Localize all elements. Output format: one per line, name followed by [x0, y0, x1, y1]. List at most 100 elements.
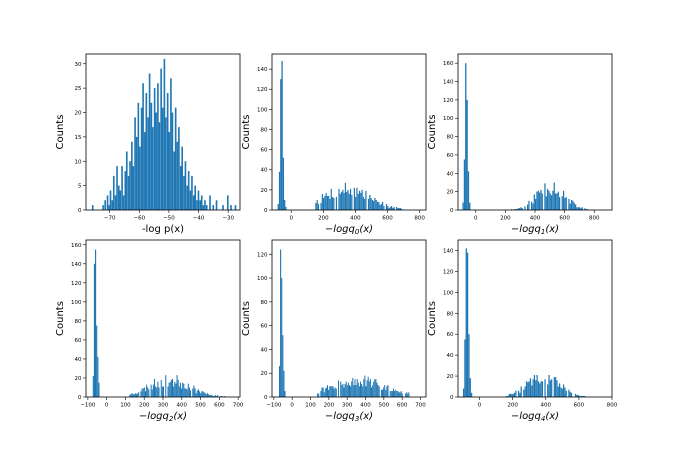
histogram-bar	[202, 391, 204, 397]
histogram-bar	[544, 183, 546, 210]
histogram-bar	[348, 193, 350, 210]
y-tick-label: 100	[257, 107, 268, 113]
histogram-bar	[548, 190, 550, 210]
histogram-bar	[524, 386, 526, 397]
x-tick-label: −30	[222, 216, 234, 222]
y-tick-label: 140	[71, 262, 82, 268]
histogram-bar	[328, 389, 330, 397]
y-tick-label: 60	[75, 338, 82, 344]
histogram-bar	[145, 93, 148, 210]
histogram-bar	[230, 205, 232, 211]
histogram-bar	[221, 396, 223, 397]
histogram-bar	[142, 83, 144, 210]
x-tick-label: 600	[559, 216, 570, 222]
x-axis-label: −logq0(x)	[325, 224, 373, 236]
x-axis-label: −logq2(x)	[139, 411, 187, 423]
histogram-bar	[282, 157, 285, 210]
histogram-bar	[340, 191, 343, 210]
y-tick-label: 10	[75, 159, 82, 165]
histogram-bar	[210, 395, 212, 397]
histogram-bar	[553, 182, 555, 210]
histogram-bar	[370, 197, 372, 210]
histogram-bar	[553, 377, 555, 397]
histogram-bar	[194, 388, 196, 397]
histogram-bar	[163, 58, 166, 211]
histogram-bar	[213, 396, 215, 397]
histogram-bar	[176, 141, 179, 210]
histogram-bar	[108, 205, 110, 211]
histogram-bar	[565, 390, 567, 397]
histogram-bar	[389, 206, 391, 210]
histogram-bar	[209, 395, 211, 397]
histogram-bar	[539, 192, 541, 210]
histogram-bar	[146, 384, 148, 397]
histogram-bar	[537, 381, 540, 397]
histogram-bar	[178, 127, 180, 211]
y-tick-label: 80	[447, 311, 454, 317]
histogram-bar	[206, 393, 208, 397]
histogram-bar	[576, 207, 578, 210]
histogram-bar	[529, 378, 532, 397]
histogram-bar	[464, 339, 466, 397]
histogram-bar	[278, 366, 281, 397]
histogram-bar	[507, 395, 509, 397]
histogram-bar	[565, 197, 567, 210]
axes-frame	[457, 239, 613, 398]
histogram-bar	[122, 195, 125, 211]
histogram-bar	[212, 396, 214, 397]
y-tick-label: 120	[443, 98, 454, 104]
y-tick-label: 80	[261, 127, 268, 133]
y-tick-label: 30	[75, 62, 82, 68]
histogram-bar	[545, 196, 547, 210]
histogram-bar	[155, 386, 157, 397]
histogram-panel-4: −100 0 100 200 300 400 500 600 700 0 20 40 60 80 100 12…	[55, 239, 244, 423]
histogram-bar	[220, 396, 222, 397]
histogram-bar	[365, 386, 367, 397]
histogram-bar	[327, 385, 329, 397]
histogram-bar	[468, 334, 470, 397]
histogram-bar	[214, 395, 216, 397]
histogram-bar	[165, 375, 167, 397]
y-tick-label: 120	[257, 87, 268, 93]
histogram-bar	[353, 187, 355, 210]
y-tick-label: 5	[78, 184, 82, 190]
histogram-bar	[173, 151, 175, 210]
histogram-bar	[533, 375, 536, 397]
histogram-bar	[182, 382, 184, 397]
x-tick-label: 400	[360, 403, 371, 409]
histogram-bar	[204, 393, 206, 397]
histogram-bar	[111, 200, 114, 210]
histogram-bar	[515, 390, 517, 397]
histogram-bar	[391, 205, 393, 210]
histogram-bar	[525, 381, 528, 397]
histogram-bar	[139, 146, 141, 211]
x-tick-label: 300	[158, 403, 169, 409]
histogram-bar	[158, 387, 160, 397]
histogram-bar	[212, 205, 215, 211]
histogram-bar	[322, 387, 324, 397]
histogram-bar	[186, 185, 189, 211]
histogram-bar	[569, 391, 571, 397]
histogram-bar	[209, 195, 211, 211]
histogram-bar	[133, 394, 135, 397]
histogram-bar	[197, 190, 200, 210]
histogram-bar	[104, 200, 106, 210]
x-tick-label: 200	[507, 403, 518, 409]
histogram-bar	[171, 112, 174, 210]
histogram-bar	[223, 396, 225, 397]
y-tick-label: 0	[450, 208, 454, 214]
histogram-bar	[557, 386, 559, 397]
histogram-bar	[152, 127, 154, 211]
histogram-bar	[135, 136, 138, 211]
histogram-bar	[144, 391, 147, 397]
histogram-bar	[137, 393, 139, 397]
histogram-bar	[130, 394, 132, 397]
histogram-bar	[195, 393, 197, 397]
histogram-bar	[342, 189, 344, 210]
histogram-bar	[358, 190, 361, 210]
histogram-bar	[280, 79, 282, 210]
y-tick-label: 20	[75, 111, 82, 117]
histogram-bar	[152, 384, 154, 397]
histogram-bar	[347, 189, 349, 210]
histogram-bar	[196, 200, 198, 210]
